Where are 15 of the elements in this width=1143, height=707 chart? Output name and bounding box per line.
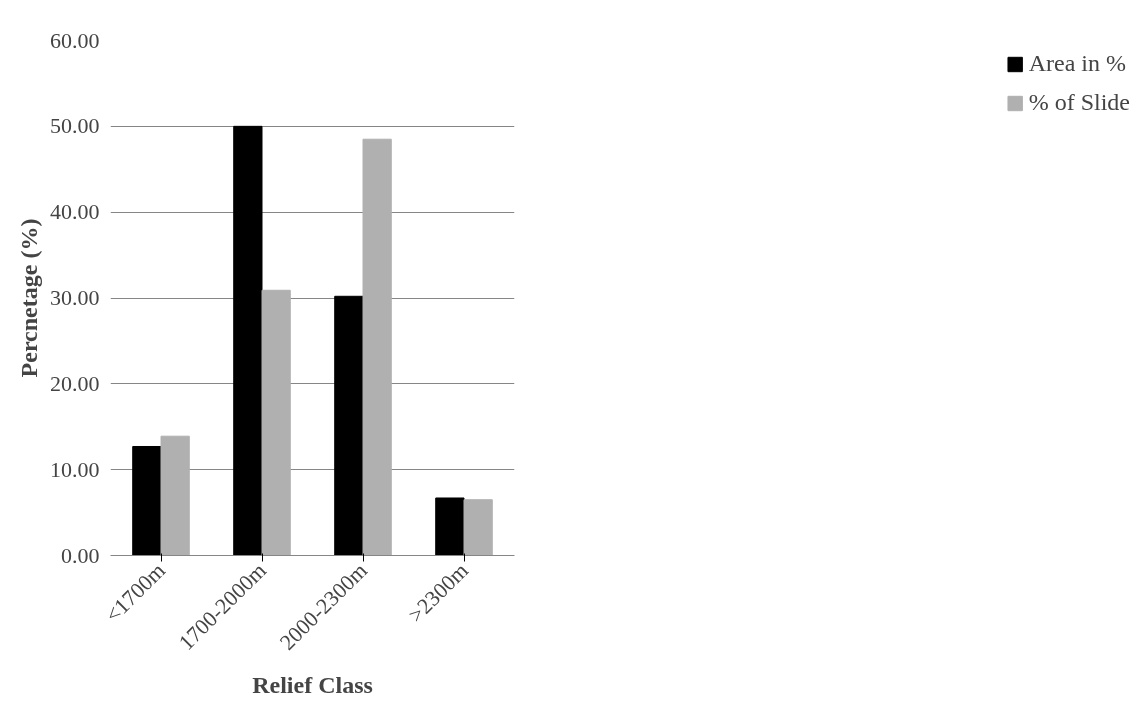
bar (463, 499, 493, 556)
bar (362, 138, 392, 556)
y-axis-title: Percnetage (%) (16, 218, 42, 378)
legend-label: Area in % (1028, 50, 1126, 77)
bar (261, 289, 291, 556)
y-tick-label: 30.00 (50, 285, 100, 310)
y-tick-label: 40.00 (50, 199, 100, 225)
y-tick-label: 10.00 (50, 456, 100, 482)
y-tick-label: 0.00 (61, 542, 100, 568)
y-tick-label: 20.00 (50, 370, 100, 396)
y-tick-label: 50.00 (50, 113, 100, 139)
legend-label: % of Slide (1028, 89, 1130, 116)
y-tick-label: 60.00 (50, 27, 100, 53)
bar (160, 435, 190, 556)
x-axis-title: Relief Class (252, 671, 373, 698)
